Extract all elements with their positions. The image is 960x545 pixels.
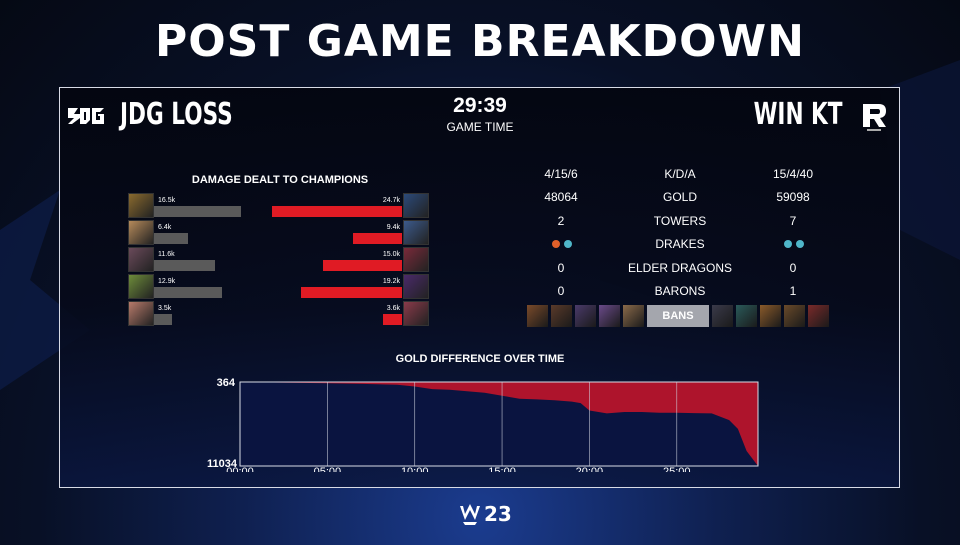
x-tick-label: 15:00 [488,466,516,472]
right-damage-label: 24.7k [382,197,400,204]
stat-left-value: 0 [557,261,565,275]
right-ban-portrait [760,305,781,327]
chart-frame [239,381,759,467]
right-ban-portrait [712,305,733,327]
stat-right-value: 1 [789,284,797,298]
left-champion-portrait [128,220,154,245]
right-damage-label: 3.6k [386,305,400,312]
left-damage-label: 6.4k [158,224,172,231]
stat-label: TOWERS [653,214,707,228]
left-team-name: JDG LOSS [120,97,233,132]
stat-row-towers: 2 TOWERS 7 [530,211,830,231]
left-damage-label: 12.9k [158,278,176,285]
worlds-logo-icon [460,504,480,525]
stat-row-elder: 0 ELDER DRAGONS 0 [530,258,830,278]
left-damage-label: 3.5k [158,305,172,312]
ocean-drake-icon [564,240,572,248]
game-time: 29:39 [453,94,507,117]
right-damage-bar [272,206,402,217]
x-tick-label: 25:00 [663,466,691,472]
right-damage-bar [323,260,402,271]
left-damage-bar [154,314,172,325]
bans-label: BANS [647,305,709,327]
x-tick-label: 05:00 [314,466,342,472]
ocean-drake-icon [784,240,792,248]
game-time-label: GAME TIME [446,120,514,134]
right-champion-portrait [403,247,429,272]
bans-row: BANS [527,305,829,327]
left-ban-portrait [575,305,596,327]
infernal-drake-icon [552,240,560,248]
stat-left-value: 4/15/6 [544,167,578,181]
stat-label: BARONS [654,284,706,298]
x-tick-label: 10:00 [401,466,429,472]
right-damage-bar [383,314,402,325]
x-tick-label: 00:00 [226,466,254,472]
left-ban-portrait [551,305,572,327]
right-champion-portrait [403,274,429,299]
stat-row-kda: 4/15/6 K/D/A 15/4/40 [530,164,830,184]
right-champion-portrait [403,220,429,245]
left-damage-label: 11.6k [158,251,175,258]
left-damage-bar [154,233,188,244]
right-champion-portrait [403,193,429,218]
breakdown-panel: JDG LOSS 29:39 GAME TIME WIN KT DAMAGE D… [59,87,900,488]
stat-row-drakes: DRAKES [530,234,830,254]
stat-right-value: 59098 [776,190,810,204]
stat-label: DRAKES [655,237,705,251]
stat-row-barons: 0 BARONS 1 [530,281,830,301]
footer-year: 23 [484,502,512,526]
left-damage-bar [154,287,222,298]
right-damage-bar [301,287,402,298]
left-damage-bar [154,206,241,217]
left-champion-portrait [128,301,154,326]
stat-right-value: 0 [789,261,797,275]
stat-left-value: 48064 [544,190,578,204]
y-bottom-label: 11034 [207,458,238,470]
right-damage-bar [353,233,402,244]
left-ban-portrait [623,305,644,327]
right-ban-portrait [736,305,757,327]
left-damage-bar [154,260,215,271]
right-champion-portrait [403,301,429,326]
stat-label: GOLD [662,190,697,204]
kt-rolster-logo-icon [863,104,886,131]
stat-right-value: 7 [789,214,797,228]
damage-title: DAMAGE DEALT TO CHAMPIONS [191,174,369,186]
right-damage-label: 15.0k [382,251,400,258]
y-top-label: 364 [217,377,236,389]
left-champion-portrait [128,247,154,272]
stat-left-value: 0 [557,284,565,298]
left-ban-portrait [599,305,620,327]
gold-difference-chart: 00:00 05:00 10:00 15:00 20:00 25:00 364 11034 [207,377,759,472]
right-ban-portrait [784,305,805,327]
gold-difference-area [240,382,758,466]
jdg-logo-icon [68,108,104,124]
left-champion-portrait [128,193,154,218]
ocean-drake-icon [796,240,804,248]
page-title: POST GAME BREAKDOWN [155,16,805,67]
left-champion-portrait [128,274,154,299]
left-ban-portrait [527,305,548,327]
stat-label: ELDER DRAGONS [627,261,733,275]
right-ban-portrait [808,305,829,327]
right-damage-label: 19.2k [382,278,400,285]
x-tick-label: 20:00 [576,466,604,472]
right-team-name: WIN KT [754,97,843,132]
left-damage-label: 16.5k [158,197,176,204]
stat-right-value: 15/4/40 [772,167,814,181]
right-damage-label: 9.4k [386,224,400,231]
gold-chart-title: GOLD DIFFERENCE OVER TIME [395,353,565,365]
stat-label: K/D/A [664,167,696,181]
stat-row-gold: 48064 GOLD 59098 [530,187,830,207]
stat-left-value: 2 [557,214,565,228]
